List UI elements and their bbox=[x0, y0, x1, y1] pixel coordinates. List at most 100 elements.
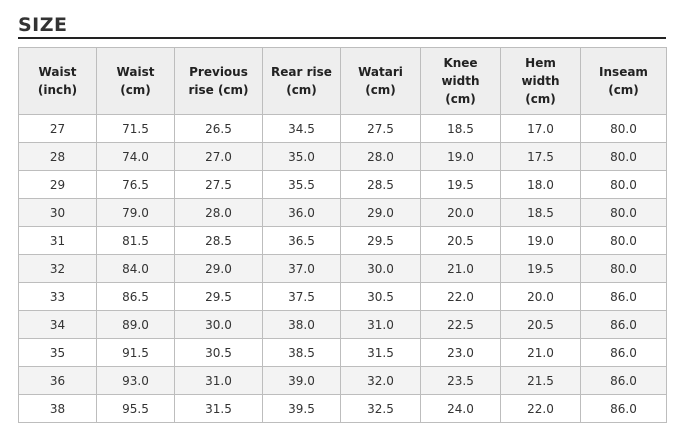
table-row: 30 79.0 28.0 36.0 29.0 20.0 18.5 80.0 bbox=[18, 198, 667, 227]
table-cell: 21.5 bbox=[500, 366, 581, 395]
table-cell: 20.5 bbox=[420, 226, 501, 255]
table-cell: 27.5 bbox=[340, 114, 421, 143]
table-cell: 18.5 bbox=[500, 198, 581, 227]
table-cell: 79.0 bbox=[96, 198, 175, 227]
table-cell: 89.0 bbox=[96, 310, 175, 339]
page-title: SIZE bbox=[18, 14, 68, 36]
table-cell: 86.5 bbox=[96, 282, 175, 311]
header-label: Hem width (cm) bbox=[521, 56, 560, 106]
table-cell: 27.5 bbox=[174, 170, 263, 199]
table-row: 29 76.5 27.5 35.5 28.5 19.5 18.0 80.0 bbox=[18, 170, 667, 199]
table-cell: 31.0 bbox=[340, 310, 421, 339]
table-cell: 36.5 bbox=[262, 226, 341, 255]
table-cell: 30.5 bbox=[340, 282, 421, 311]
table-cell: 26.5 bbox=[174, 114, 263, 143]
table-row: 33 86.5 29.5 37.5 30.5 22.0 20.0 86.0 bbox=[18, 282, 667, 311]
table-cell: 28.5 bbox=[340, 170, 421, 199]
table-cell: 21.0 bbox=[500, 338, 581, 367]
table-row: 36 93.0 31.0 39.0 32.0 23.5 21.5 86.0 bbox=[18, 366, 667, 395]
table-cell: 30 bbox=[18, 198, 97, 227]
table-cell: 28.5 bbox=[174, 226, 263, 255]
table-cell: 29.0 bbox=[340, 198, 421, 227]
header-label: Watari (cm) bbox=[358, 65, 403, 97]
header-cell: Watari (cm) bbox=[340, 47, 421, 115]
table-cell: 32.0 bbox=[340, 366, 421, 395]
table-cell: 37.0 bbox=[262, 254, 341, 283]
table-row: 28 74.0 27.0 35.0 28.0 19.0 17.5 80.0 bbox=[18, 142, 667, 171]
table-cell: 23.0 bbox=[420, 338, 501, 367]
table-cell: 80.0 bbox=[580, 142, 667, 171]
table-cell: 31.5 bbox=[174, 394, 263, 423]
size-table: Waist (inch) Waist (cm) Previous rise (c… bbox=[18, 47, 667, 423]
table-cell: 30.5 bbox=[174, 338, 263, 367]
table-cell: 22.5 bbox=[420, 310, 501, 339]
table-cell: 27.0 bbox=[174, 142, 263, 171]
table-cell: 31.0 bbox=[174, 366, 263, 395]
table-cell: 86.0 bbox=[580, 310, 667, 339]
table-row: 38 95.5 31.5 39.5 32.5 24.0 22.0 86.0 bbox=[18, 394, 667, 423]
header-label: Inseam (cm) bbox=[599, 65, 648, 97]
table-cell: 19.5 bbox=[420, 170, 501, 199]
table-cell: 81.5 bbox=[96, 226, 175, 255]
table-cell: 29 bbox=[18, 170, 97, 199]
table-cell: 18.0 bbox=[500, 170, 581, 199]
table-cell: 21.0 bbox=[420, 254, 501, 283]
table-cell: 30.0 bbox=[174, 310, 263, 339]
table-cell: 30.0 bbox=[340, 254, 421, 283]
table-cell: 76.5 bbox=[96, 170, 175, 199]
table-cell: 19.5 bbox=[500, 254, 581, 283]
table-cell: 17.5 bbox=[500, 142, 581, 171]
table-header-row: Waist (inch) Waist (cm) Previous rise (c… bbox=[18, 47, 667, 115]
table-cell: 35.5 bbox=[262, 170, 341, 199]
title-divider bbox=[18, 37, 666, 39]
header-cell: Inseam (cm) bbox=[580, 47, 667, 115]
table-cell: 35.0 bbox=[262, 142, 341, 171]
table-cell: 22.0 bbox=[420, 282, 501, 311]
table-row: 31 81.5 28.5 36.5 29.5 20.5 19.0 80.0 bbox=[18, 226, 667, 255]
table-cell: 39.5 bbox=[262, 394, 341, 423]
table-row: 27 71.5 26.5 34.5 27.5 18.5 17.0 80.0 bbox=[18, 114, 667, 143]
table-cell: 86.0 bbox=[580, 394, 667, 423]
table-row: 34 89.0 30.0 38.0 31.0 22.5 20.5 86.0 bbox=[18, 310, 667, 339]
table-row: 35 91.5 30.5 38.5 31.5 23.0 21.0 86.0 bbox=[18, 338, 667, 367]
table-cell: 33 bbox=[18, 282, 97, 311]
table-cell: 80.0 bbox=[580, 114, 667, 143]
table-cell: 27 bbox=[18, 114, 97, 143]
header-label: Knee width (cm) bbox=[441, 56, 480, 106]
table-cell: 29.0 bbox=[174, 254, 263, 283]
header-cell: Knee width (cm) bbox=[420, 47, 501, 115]
table-cell: 74.0 bbox=[96, 142, 175, 171]
table-cell: 38.5 bbox=[262, 338, 341, 367]
table-cell: 32 bbox=[18, 254, 97, 283]
table-body: 27 71.5 26.5 34.5 27.5 18.5 17.0 80.0 28 74.0 27.0… bbox=[18, 114, 667, 423]
table-cell: 28.0 bbox=[340, 142, 421, 171]
table-cell: 38.0 bbox=[262, 310, 341, 339]
table-cell: 84.0 bbox=[96, 254, 175, 283]
table-cell: 31.5 bbox=[340, 338, 421, 367]
header-label: Previous rise (cm) bbox=[188, 65, 249, 97]
table-cell: 32.5 bbox=[340, 394, 421, 423]
header-label: Waist (cm) bbox=[116, 65, 155, 97]
table-cell: 17.0 bbox=[500, 114, 581, 143]
table-cell: 36.0 bbox=[262, 198, 341, 227]
header-cell: Hem width (cm) bbox=[500, 47, 581, 115]
table-cell: 19.0 bbox=[500, 226, 581, 255]
table-cell: 80.0 bbox=[580, 254, 667, 283]
table-cell: 18.5 bbox=[420, 114, 501, 143]
table-cell: 39.0 bbox=[262, 366, 341, 395]
table-cell: 80.0 bbox=[580, 226, 667, 255]
table-row: 32 84.0 29.0 37.0 30.0 21.0 19.5 80.0 bbox=[18, 254, 667, 283]
table-cell: 23.5 bbox=[420, 366, 501, 395]
table-cell: 34 bbox=[18, 310, 97, 339]
table-cell: 22.0 bbox=[500, 394, 581, 423]
table-cell: 71.5 bbox=[96, 114, 175, 143]
table-cell: 24.0 bbox=[420, 394, 501, 423]
table-cell: 29.5 bbox=[174, 282, 263, 311]
table-cell: 28 bbox=[18, 142, 97, 171]
table-cell: 36 bbox=[18, 366, 97, 395]
table-cell: 38 bbox=[18, 394, 97, 423]
table-cell: 29.5 bbox=[340, 226, 421, 255]
table-cell: 34.5 bbox=[262, 114, 341, 143]
header-cell: Waist (cm) bbox=[96, 47, 175, 115]
table-cell: 93.0 bbox=[96, 366, 175, 395]
